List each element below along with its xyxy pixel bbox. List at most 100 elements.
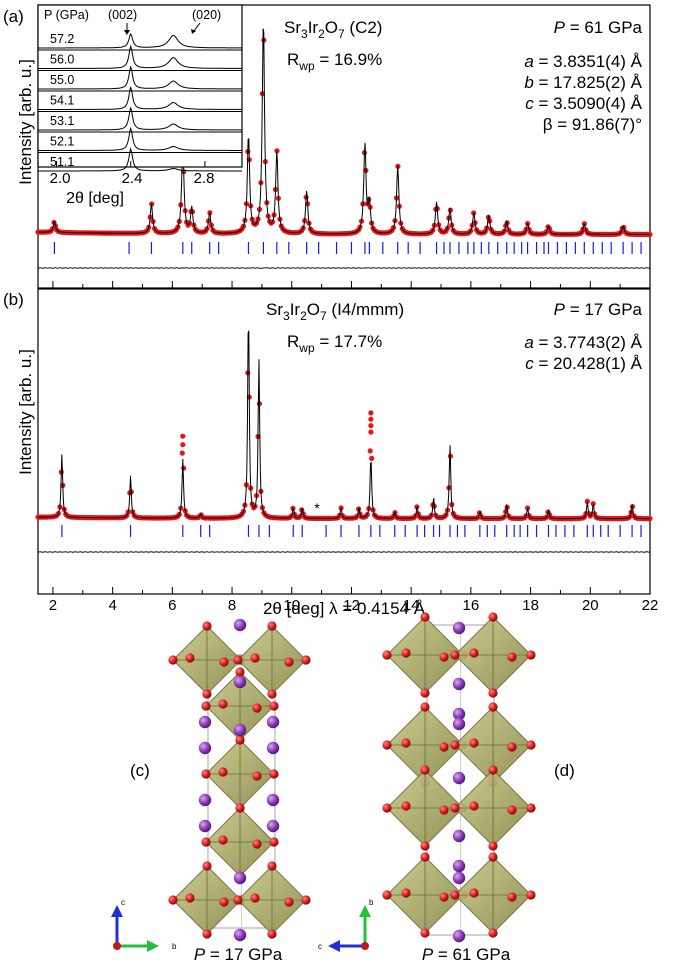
strontium-atom	[266, 793, 280, 807]
oxygen-atom	[201, 701, 211, 711]
structure-c-axes: c b	[111, 898, 177, 952]
inset-xtick-label: 2.0	[50, 170, 71, 187]
inset-xlabel: 2θ [deg]	[66, 190, 124, 207]
observed-point	[368, 423, 374, 429]
oxygen-atom	[401, 888, 411, 898]
panel-b: (b) Intensity [arb. u.] 2 4 6 8 10 12 14 16 18 20…	[3, 281, 658, 618]
oxygen-atom	[233, 655, 243, 665]
oxygen-atom	[235, 667, 245, 677]
oxygen-atom	[488, 688, 498, 698]
inset-header: P (GPa)	[44, 8, 89, 22]
panel-b-calculated-series	[38, 330, 650, 520]
oxygen-atom	[439, 892, 449, 902]
panel-a-lattice-b: b = 17.825(2) Å	[524, 73, 642, 92]
oxygen-atom	[401, 801, 411, 811]
panel-b-observed-series	[35, 370, 653, 522]
strontium-atom	[266, 741, 280, 755]
oxygen-atom	[469, 888, 479, 898]
inset-pressure-label: 55.0	[50, 73, 74, 87]
inset-arrow-020	[193, 22, 201, 32]
observed-point	[180, 442, 186, 448]
x-tick-label: 22	[642, 597, 659, 614]
axis-origin-dot	[113, 942, 121, 950]
oxygen-atom	[401, 648, 411, 658]
oxygen-atom	[267, 861, 277, 871]
axis-label-left: c	[318, 942, 322, 951]
oxygen-atom	[252, 703, 262, 713]
oxygen-atom	[202, 861, 212, 871]
panel-a-pressure: P = 61 GPa	[554, 18, 643, 37]
oxygen-atom	[202, 929, 212, 939]
oxygen-atom	[439, 805, 449, 815]
strontium-atom	[452, 859, 466, 873]
strontium-atom	[198, 741, 212, 755]
oxygen-atom	[284, 657, 294, 667]
strontium-atom	[452, 929, 466, 943]
observed-point	[368, 416, 374, 422]
oxygen-atom	[450, 803, 460, 813]
oxygen-atom	[202, 689, 212, 699]
panel-b-pressure: P = 17 GPa	[554, 300, 643, 319]
inset-label-002: (002)	[108, 8, 137, 22]
oxygen-atom	[469, 801, 479, 811]
panel-a-lattice-c: c = 3.5090(4) Å	[525, 94, 642, 113]
inset-frame	[37, 4, 243, 168]
oxygen-atom	[507, 892, 517, 902]
oxygen-atom	[218, 699, 228, 709]
panel-b-impurity-star: *	[314, 500, 320, 516]
oxygen-atom	[488, 612, 498, 622]
oxygen-atom	[420, 852, 430, 862]
oxygen-atom	[252, 771, 262, 781]
strontium-atom	[452, 707, 466, 721]
oxygen-atom	[507, 805, 517, 815]
strontium-atom	[452, 717, 466, 731]
oxygen-atom	[269, 701, 279, 711]
oxygen-atom	[488, 765, 498, 775]
observed-point	[180, 433, 186, 439]
structures: (c) (d) c b b c P = 17 GPa P = 61 GPa	[111, 612, 575, 964]
oxygen-atom	[185, 893, 195, 903]
oxygen-atom	[420, 688, 430, 698]
inset-pattern-line	[38, 126, 242, 151]
strontium-atom	[198, 715, 212, 729]
x-tick-label: 16	[463, 597, 480, 614]
panel-b-x-axis: 2 4 6 8 10 12 14 16 18 20 22	[49, 281, 659, 614]
strontium-atom	[233, 723, 247, 737]
observed-point	[181, 465, 187, 471]
observed-point	[368, 410, 374, 416]
inset: 57.2 56.0 55.0 54.1 53.1 52.1 51.1 P (GPa) (00…	[37, 4, 243, 207]
observed-point	[338, 505, 344, 511]
oxygen-atom	[450, 650, 460, 660]
axis-arrowhead-left	[328, 940, 340, 952]
inset-arrowhead-020	[191, 29, 196, 34]
panel-a-difference-curve	[37, 266, 651, 269]
inset-xtick-label: 2.8	[194, 170, 215, 187]
oxygen-atom	[420, 702, 430, 712]
oxygen-atom	[267, 689, 277, 699]
panel-b-title: Sr3Ir2O7 (I4/mmm)	[266, 300, 404, 323]
oxygen-atom	[507, 652, 517, 662]
inset-pattern-line	[38, 85, 242, 110]
oxygen-atom	[201, 769, 211, 779]
strontium-atom	[198, 819, 212, 833]
x-tick-label: 8	[228, 597, 236, 614]
panel-b-frame	[37, 288, 651, 595]
structure-c-label: (c)	[130, 761, 150, 780]
observed-point	[590, 501, 596, 507]
oxygen-atom	[526, 890, 536, 900]
x-tick-label: 6	[168, 597, 176, 614]
x-tick-label: 12	[343, 597, 360, 614]
panel-b-xlabel: 2θ [deg] λ = 0.4154 Å	[263, 599, 426, 618]
inset-pressure-label: 54.1	[50, 94, 74, 108]
oxygen-atom	[168, 895, 178, 905]
oxygen-atom	[382, 803, 392, 813]
oxygen-atom	[420, 612, 430, 622]
axis-arrowhead-up	[111, 905, 123, 917]
axis-arrowhead-right	[147, 940, 159, 952]
axis-origin-dot	[361, 942, 369, 950]
panel-a: (a) Intensity [arb. u.] Sr3Ir2O7 (C2) Rw…	[3, 4, 653, 289]
structure-d-model	[382, 612, 536, 943]
panel-b-lattice-a: a = 3.7743(2) Å	[524, 333, 642, 352]
panel-b-ylabel: Intensity [arb. u.]	[16, 349, 35, 475]
difference-line	[37, 266, 651, 269]
